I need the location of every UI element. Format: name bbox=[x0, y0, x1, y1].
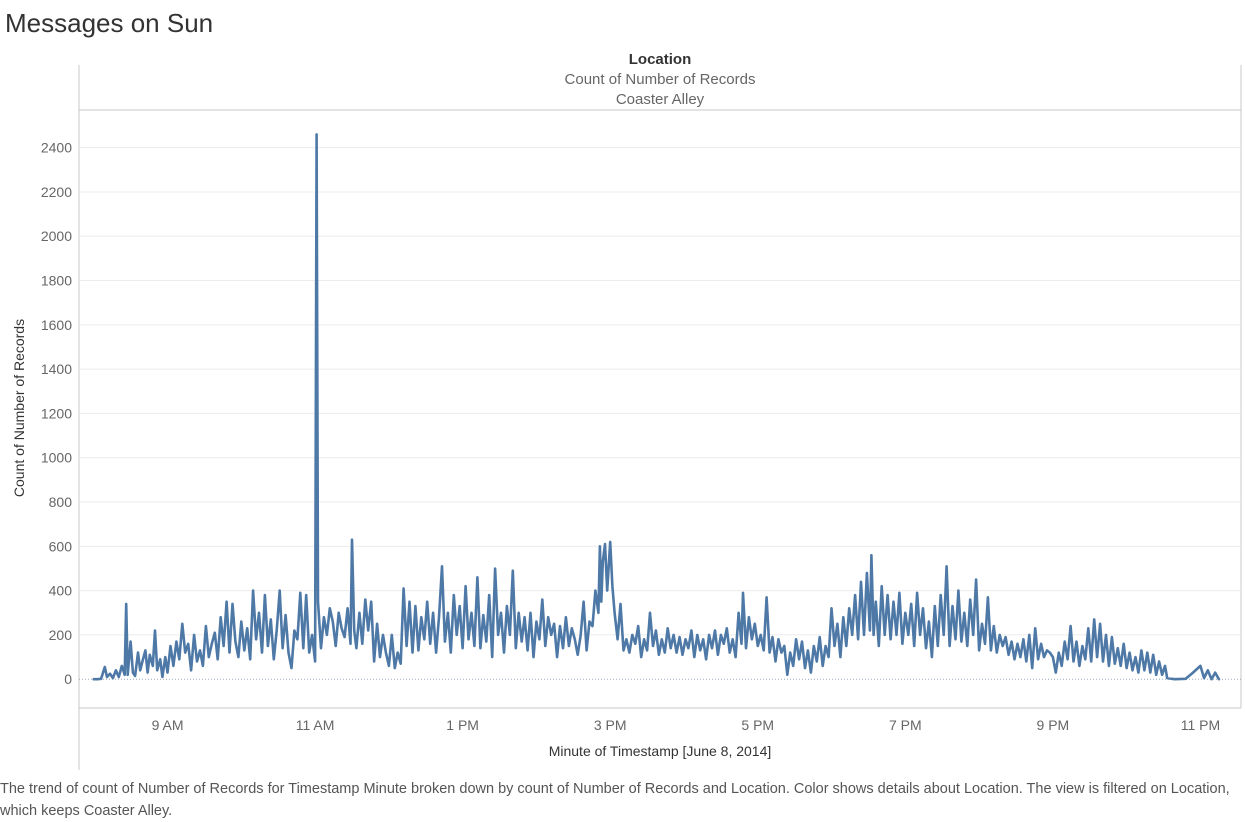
y-tick-label: 2200 bbox=[41, 184, 72, 200]
gridlines bbox=[79, 147, 1241, 680]
chart-caption: The trend of count of Number of Records … bbox=[0, 781, 1230, 819]
x-tick-label: 9 AM bbox=[152, 717, 184, 733]
y-tick-label: 400 bbox=[49, 583, 73, 599]
y-tick-label: 2000 bbox=[41, 228, 72, 244]
y-tick-label: 1600 bbox=[41, 317, 72, 333]
x-tick-label: 5 PM bbox=[741, 717, 774, 733]
y-axis-ticks: 0 200 400 600 800 1000 1200 1400 1600 1800 2000 220… bbox=[41, 140, 72, 688]
y-axis-title: Count of Number of Records bbox=[11, 319, 27, 497]
x-axis-title: Minute of Timestamp [June 8, 2014] bbox=[549, 743, 772, 759]
pane-header: Location Count of Number of Records Coas… bbox=[79, 50, 1241, 110]
x-axis-ticks: 9 AM 11 AM 1 PM 3 PM 5 PM 7 PM 9 PM 11 PM bbox=[152, 717, 1221, 733]
x-tick-label: 9 PM bbox=[1037, 717, 1070, 733]
y-tick-label: 200 bbox=[49, 627, 73, 643]
series-line bbox=[92, 133, 1221, 681]
y-tick-label: 1800 bbox=[41, 273, 72, 289]
header-field-label: Location bbox=[628, 51, 692, 68]
x-tick-label: 7 PM bbox=[889, 717, 922, 733]
y-tick-label: 1200 bbox=[41, 405, 72, 421]
header-measure-label: Count of Number of Records bbox=[564, 71, 756, 88]
y-tick-label: 0 bbox=[64, 671, 72, 687]
page-title: Messages on Sun bbox=[5, 8, 214, 38]
x-tick-label: 11 AM bbox=[296, 717, 335, 733]
x-tick-label: 11 PM bbox=[1181, 717, 1220, 733]
x-tick-label: 1 PM bbox=[446, 717, 479, 733]
y-tick-label: 1000 bbox=[41, 450, 72, 466]
header-location-value: Coaster Alley bbox=[615, 91, 705, 108]
y-tick-label: 2400 bbox=[41, 140, 72, 156]
x-tick-label: 3 PM bbox=[594, 717, 627, 733]
y-tick-label: 600 bbox=[49, 538, 73, 554]
y-tick-label: 1400 bbox=[41, 361, 72, 377]
y-tick-label: 800 bbox=[49, 494, 73, 510]
